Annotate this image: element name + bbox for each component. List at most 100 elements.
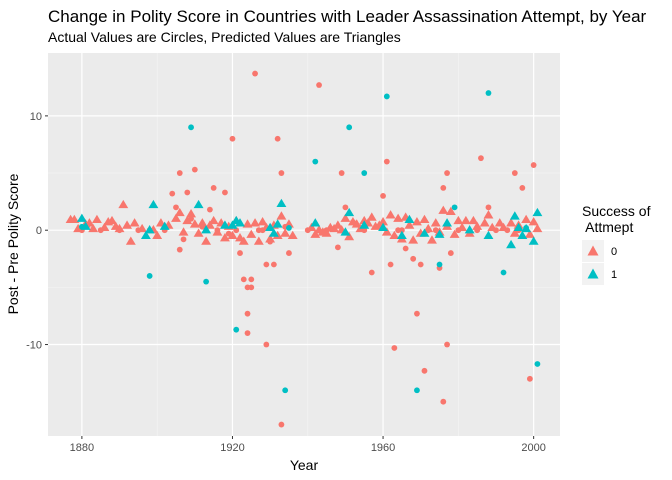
actual-point-series-0 — [210, 185, 217, 191]
predicted-point-series-0 — [528, 217, 539, 226]
actual-point-series-1 — [451, 204, 458, 211]
actual-point-series-0 — [278, 421, 285, 428]
predicted-point-series-0 — [280, 228, 291, 237]
predicted-point-series-0 — [472, 221, 483, 230]
predicted-point-series-1 — [509, 211, 520, 220]
predicted-point-series-0 — [186, 209, 196, 218]
predicted-point-series-0 — [506, 218, 516, 227]
chart-title: Change in Polity Score in Countries with… — [48, 7, 647, 26]
actual-point-series-0 — [267, 238, 274, 245]
predicted-point-series-0 — [193, 228, 204, 237]
x-tick-label: 1920 — [220, 442, 244, 454]
predicted-point-series-1 — [359, 220, 370, 229]
predicted-point-series-0 — [460, 215, 471, 225]
predicted-point-series-0 — [532, 223, 543, 233]
actual-point-series-0 — [244, 310, 251, 317]
predicted-point-series-0 — [204, 220, 215, 229]
predicted-point-series-1 — [396, 230, 407, 240]
actual-point-series-0 — [240, 276, 247, 283]
legend-key-1-triangle — [587, 268, 599, 279]
actual-point-series-1 — [146, 273, 153, 279]
legend-label-1: 1 — [611, 269, 617, 281]
actual-point-series-0 — [511, 170, 518, 176]
actual-point-series-0 — [229, 135, 236, 142]
legend: Success of Attmept 0 1 — [582, 203, 651, 285]
actual-point-series-0 — [338, 170, 345, 176]
predicted-point-series-0 — [310, 229, 321, 238]
predicted-point-series-0 — [412, 217, 422, 226]
plot-panel — [48, 53, 560, 436]
actual-point-series-1 — [282, 387, 289, 394]
predicted-point-series-0 — [174, 207, 185, 217]
predicted-point-series-0 — [479, 218, 490, 227]
actual-point-series-0 — [526, 375, 533, 382]
actual-point-series-0 — [135, 227, 142, 234]
predicted-point-series-0 — [171, 213, 181, 222]
predicted-point-series-1 — [276, 198, 287, 208]
predicted-point-series-0 — [107, 215, 117, 225]
actual-point-series-0 — [274, 135, 281, 142]
actual-point-series-0 — [252, 70, 258, 77]
legend-title-line-1: Success of — [582, 203, 651, 219]
predicted-point-series-0 — [125, 236, 136, 245]
predicted-point-series-0 — [227, 230, 238, 240]
actual-point-series-0 — [504, 227, 511, 234]
actual-point-series-0 — [173, 204, 179, 211]
actual-point-series-0 — [248, 284, 255, 291]
actual-point-series-0 — [455, 227, 462, 234]
actual-point-series-0 — [286, 250, 292, 256]
actual-point-series-0 — [259, 227, 266, 234]
predicted-point-series-1 — [483, 230, 494, 240]
predicted-point-series-0 — [178, 227, 189, 236]
predicted-point-series-1 — [404, 214, 415, 224]
predicted-point-series-0 — [332, 220, 343, 229]
predicted-point-series-0 — [468, 215, 479, 225]
predicted-point-series-1 — [340, 227, 351, 236]
actual-point-series-0 — [380, 193, 386, 199]
predicted-point-series-0 — [385, 210, 396, 219]
predicted-point-series-0 — [408, 235, 419, 244]
predicted-point-series-0 — [220, 233, 230, 242]
predicted-point-series-0 — [438, 205, 449, 214]
predicted-point-series-0 — [483, 210, 494, 219]
actual-point-series-0 — [263, 261, 270, 268]
actual-point-series-0 — [493, 227, 499, 234]
actual-point-series-0 — [383, 158, 390, 165]
predicted-point-series-0 — [419, 214, 430, 224]
predicted-point-series-0 — [246, 229, 257, 238]
actual-point-series-0 — [444, 170, 450, 176]
legend-key-0-triangle — [587, 245, 599, 256]
actual-point-series-1 — [500, 269, 507, 276]
legend-title-line-2: Attmept — [582, 219, 633, 235]
actual-point-series-0 — [440, 398, 447, 405]
actual-point-series-0 — [180, 236, 187, 243]
predicted-point-series-0 — [427, 235, 437, 244]
actual-point-series-0 — [304, 227, 311, 234]
predicted-point-series-0 — [208, 215, 219, 225]
actual-point-series-0 — [169, 190, 176, 197]
actual-point-series-0 — [530, 162, 537, 168]
actual-point-series-1 — [436, 261, 443, 268]
predicted-point-series-0 — [340, 213, 351, 222]
x-tick-label: 1880 — [70, 442, 94, 454]
actual-point-series-0 — [237, 250, 243, 256]
actual-point-series-0 — [334, 244, 341, 251]
actual-point-series-0 — [188, 215, 194, 222]
actual-point-series-0 — [444, 341, 450, 348]
predicted-point-series-0 — [449, 229, 460, 238]
predicted-point-series-0 — [351, 219, 362, 228]
predicted-point-series-0 — [118, 199, 129, 209]
actual-point-series-0 — [417, 261, 424, 268]
actual-point-series-0 — [432, 227, 439, 234]
actual-point-series-0 — [206, 206, 213, 213]
actual-point-series-0 — [97, 227, 104, 234]
predicted-point-series-0 — [69, 214, 80, 224]
y-axis-ticks: -10 0 10 — [26, 111, 48, 352]
predicted-point-series-1 — [517, 230, 528, 240]
predicted-point-series-0 — [238, 236, 249, 245]
data-points — [65, 70, 543, 428]
actual-point-series-0 — [233, 227, 240, 234]
predicted-point-series-0 — [182, 215, 193, 225]
actual-point-series-1 — [312, 158, 319, 165]
